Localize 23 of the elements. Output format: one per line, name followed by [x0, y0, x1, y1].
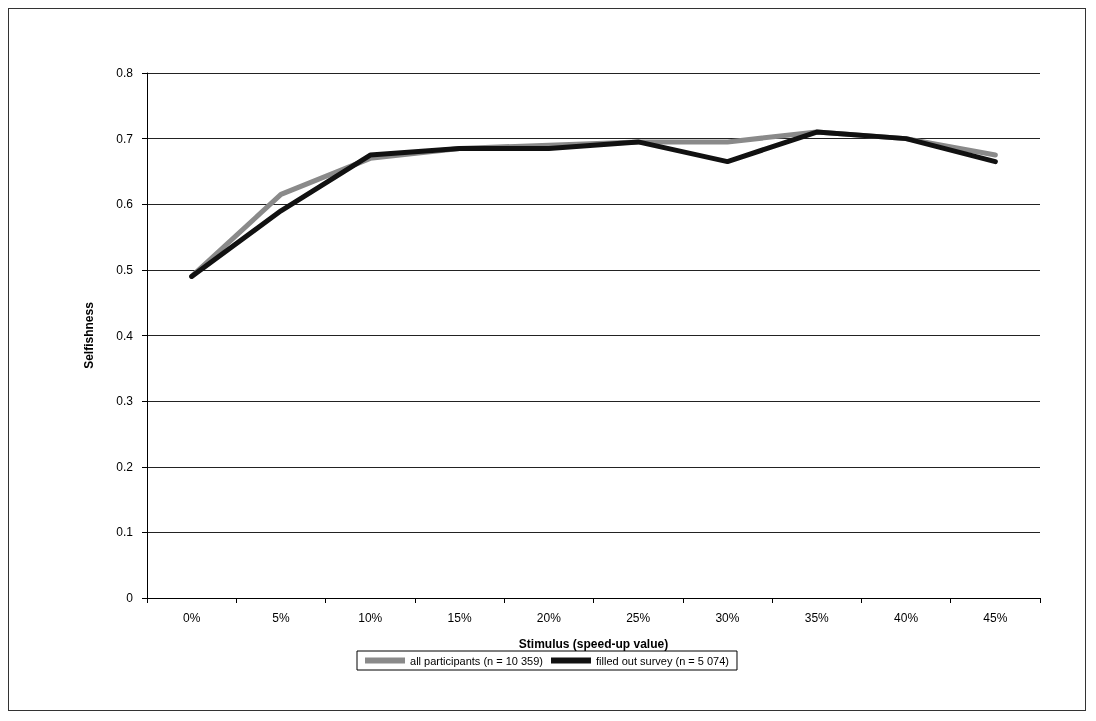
x-tick-label: 30% [715, 611, 740, 625]
x-tick-label: 35% [804, 611, 830, 625]
x-tick-label: 45% [983, 611, 1008, 625]
x-tick-label: 5% [272, 611, 290, 625]
y-tick-label: 0.1 [116, 525, 134, 540]
y-tick-label: 0.5 [116, 262, 134, 277]
x-tick-label: 0% [182, 611, 201, 625]
y-tick-label: 0.7 [116, 131, 134, 146]
y-tick-label: 0.4 [116, 328, 134, 343]
y-tick-label: 0.2 [116, 459, 134, 474]
x-axis-title: Stimulus (speed-up value) [518, 637, 669, 651]
y-tick-label: 0.3 [116, 394, 134, 409]
y-tick-label: 0 [126, 591, 134, 605]
x-tick-label: 40% [894, 611, 919, 625]
x-tick-label: 20% [536, 611, 562, 625]
y-axis-title: Selfishness [82, 301, 96, 369]
legend-label: filled out survey (n = 5 074) [596, 654, 729, 667]
y-tick-label: 0.6 [116, 197, 134, 212]
x-tick-label: 10% [358, 611, 383, 625]
legend-label: all participants (n = 10 359) [410, 654, 544, 667]
x-tick-label: 25% [626, 611, 651, 625]
x-tick-label: 15% [447, 611, 472, 625]
y-tick-label: 0.8 [116, 66, 134, 80]
